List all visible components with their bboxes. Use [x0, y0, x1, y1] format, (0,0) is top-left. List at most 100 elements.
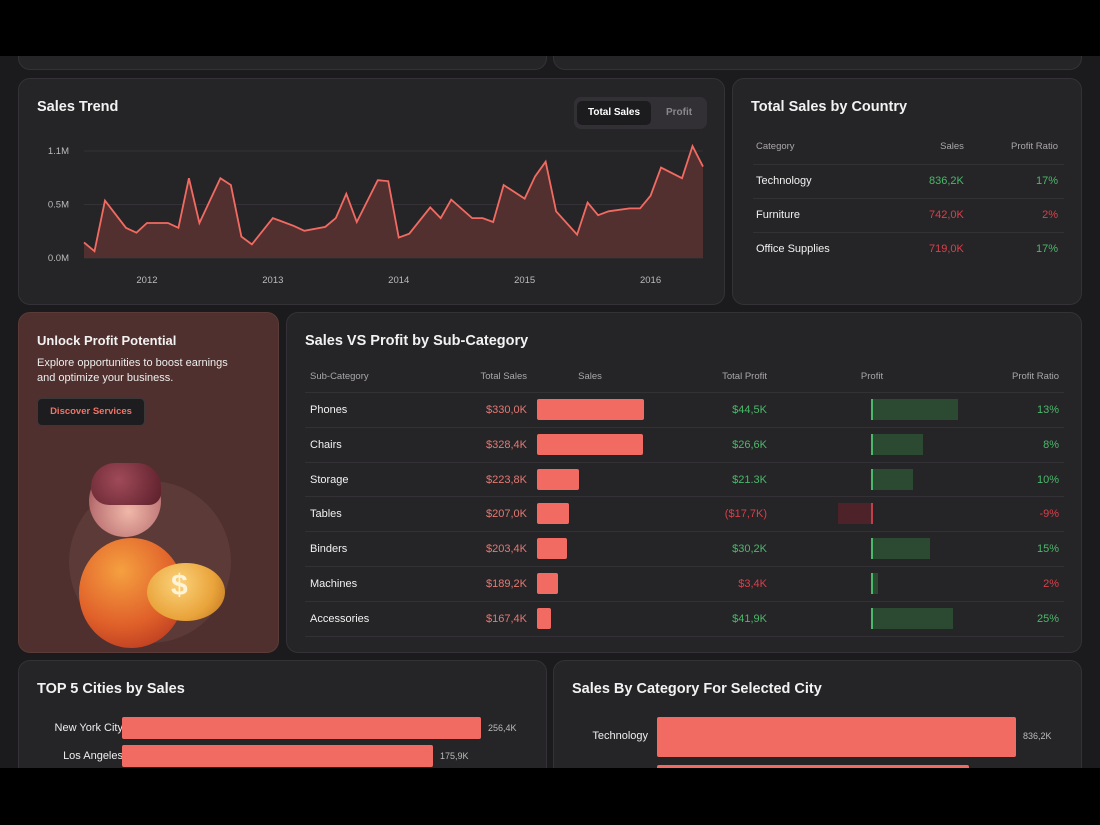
category-profit-ratio: 17% — [963, 231, 1064, 266]
country-card: Total Sales by Country Category Sales Pr… — [732, 78, 1082, 305]
metric-toggle: Total Sales Profit — [574, 97, 707, 129]
bar-category-label: New York City — [54, 722, 123, 734]
subcat-row[interactable]: Accessories $167,4K $41,9K 25% — [305, 600, 1064, 636]
category-sales: 836,2K — [898, 163, 964, 198]
sales-trend-title: Sales Trend — [37, 99, 119, 115]
subcat-name: Phones — [310, 404, 348, 416]
sales-trend-card: Sales Trend Total Sales Profit 0.0M 0.5M 1… — [18, 78, 725, 305]
subcat-row[interactable]: Storage $223,8K $21.3K 10% — [305, 461, 1064, 497]
subcat-name: Machines — [310, 578, 358, 590]
sales-bar — [537, 503, 569, 525]
y-tick-label: 0.0M — [48, 253, 69, 264]
toggle-total-sales[interactable]: Total Sales — [577, 101, 651, 125]
x-tick-label: 2013 — [262, 275, 283, 286]
y-tick-label: 0.5M — [48, 200, 69, 211]
sales-bar — [537, 399, 644, 420]
subcat-profit-ratio: 2% — [1043, 578, 1059, 590]
subcat-total-sales: $167,4K — [486, 612, 527, 625]
profit-bar — [871, 538, 930, 560]
subcat-header: Profit Ratio — [1012, 371, 1059, 382]
promo-text: Explore opportunities to boost earnings … — [37, 357, 228, 384]
profit-bar — [871, 399, 958, 420]
subcat-name: Chairs — [310, 438, 342, 451]
sales-bar — [537, 607, 551, 629]
subcat-name: Storage — [310, 473, 349, 486]
top-cities-title: TOP 5 Cities by Sales — [37, 681, 185, 697]
toggle-profit[interactable]: Profit — [665, 107, 693, 118]
subcategory-card: Sales VS Profit by Sub-Category Sub-Cate… — [286, 312, 1082, 653]
x-tick-label: 2014 — [388, 275, 409, 286]
dashboard: Sales Trend Total Sales Profit 0.0M 0.5M 1… — [0, 56, 1100, 768]
subcat-row[interactable]: Binders $203,4K $30,2K 15% — [305, 531, 1064, 566]
subcat-row[interactable]: Chairs $328,4K $26,6K 8% — [305, 426, 1064, 462]
subcategory-table: Sub-Category Total Sales Sales Total Profit… — [305, 358, 1064, 638]
subcat-row[interactable]: Tables $207,0K ($17,7K) -9% — [305, 496, 1064, 531]
subcat-row[interactable]: Machines $189,2K $3,4K 2% — [305, 566, 1064, 601]
subcat-total-profit: $44,5K — [732, 404, 767, 416]
subcat-header: Total Profit — [722, 371, 767, 382]
country-table: Category Sales Profit Ratio Technology 8… — [753, 130, 1064, 266]
country-row[interactable]: Technology 836,2K 17% — [753, 163, 1064, 198]
sales-bar — [537, 468, 580, 490]
subcat-total-sales: $328,4K — [486, 438, 527, 451]
country-row[interactable]: Office Supplies 719,0K 17% — [753, 231, 1064, 266]
category-sales: 742,0K — [898, 197, 964, 232]
top-card-left — [18, 56, 547, 70]
subcat-header: Profit — [860, 371, 884, 382]
user-coin-illustration: $ — [67, 453, 237, 648]
sales-bar — [537, 433, 644, 455]
subcat-profit-ratio: -9% — [1039, 508, 1059, 521]
bar-category-label: Technology — [592, 730, 648, 742]
sales-trend-chart: 0.0M 0.5M 1.1M 2012 2013 2014 2015 2016 — [48, 143, 704, 286]
profit-bar — [871, 573, 878, 594]
subcat-total-profit: $21.3K — [732, 473, 767, 486]
bar-category-label: Los Angeles — [63, 750, 123, 762]
dollar-icon: $ — [171, 569, 188, 602]
subcat-total-profit: $3,4K — [738, 578, 767, 590]
bar-value-label: 256,4K — [488, 723, 517, 733]
col-sales: Sales — [940, 141, 964, 153]
category-profit-ratio: 2% — [963, 197, 1064, 232]
profit-bar — [838, 503, 873, 525]
category-name: Furniture — [753, 197, 899, 232]
subcategory-title: Sales VS Profit by Sub-Category — [305, 333, 529, 349]
subcat-row[interactable]: Phones $330,0K $44,5K 13% — [305, 392, 1064, 427]
sales-bar — [537, 573, 558, 594]
subcat-profit-ratio: 8% — [1043, 438, 1059, 451]
subcat-total-sales: $189,2K — [486, 578, 527, 590]
bar-value-label: 175,9K — [439, 751, 469, 761]
subcat-name: Tables — [310, 508, 342, 521]
promo-title: Unlock Profit Potential — [37, 333, 177, 348]
country-row[interactable]: Furniture 742,0K 2% — [753, 197, 1064, 232]
bar[interactable] — [122, 745, 433, 767]
subcat-profit-ratio: 15% — [1036, 543, 1059, 556]
discover-services-button[interactable]: Discover Services — [37, 398, 145, 426]
x-tick-label: 2012 — [136, 275, 157, 286]
divider — [305, 636, 1064, 637]
area-fill — [84, 146, 703, 258]
subcat-profit-ratio: 10% — [1036, 473, 1059, 486]
country-title: Total Sales by Country — [751, 99, 908, 115]
subcat-total-profit: $26,6K — [732, 438, 767, 451]
category-sales: 719,0K — [898, 231, 964, 266]
category-name: Office Supplies — [753, 231, 899, 266]
subcat-profit-ratio: 25% — [1036, 612, 1059, 625]
col-category: Category — [756, 141, 795, 153]
bar[interactable] — [122, 717, 482, 739]
bar-value-label: 836,2K — [1022, 731, 1052, 741]
category-profit-ratio: 17% — [963, 163, 1064, 198]
sales-bar — [537, 538, 567, 560]
subcat-name: Binders — [310, 543, 348, 556]
subcat-total-sales: $203,4K — [486, 543, 527, 556]
profit-bar — [871, 607, 953, 629]
subcat-total-profit: ($17,7K) — [724, 508, 767, 521]
subcat-total-sales: $207,0K — [486, 508, 527, 521]
subcat-total-sales: $223,8K — [486, 473, 527, 486]
subcat-header: Total Sales — [480, 371, 527, 382]
city-category-card: Sales By Category For Selected City Tech… — [553, 660, 1082, 768]
category-name: Technology — [753, 163, 899, 198]
subcat-profit-ratio: 13% — [1036, 404, 1059, 416]
subcat-header: Sub-Category — [310, 371, 369, 382]
bar[interactable] — [657, 717, 1016, 757]
profit-bar — [871, 433, 923, 455]
